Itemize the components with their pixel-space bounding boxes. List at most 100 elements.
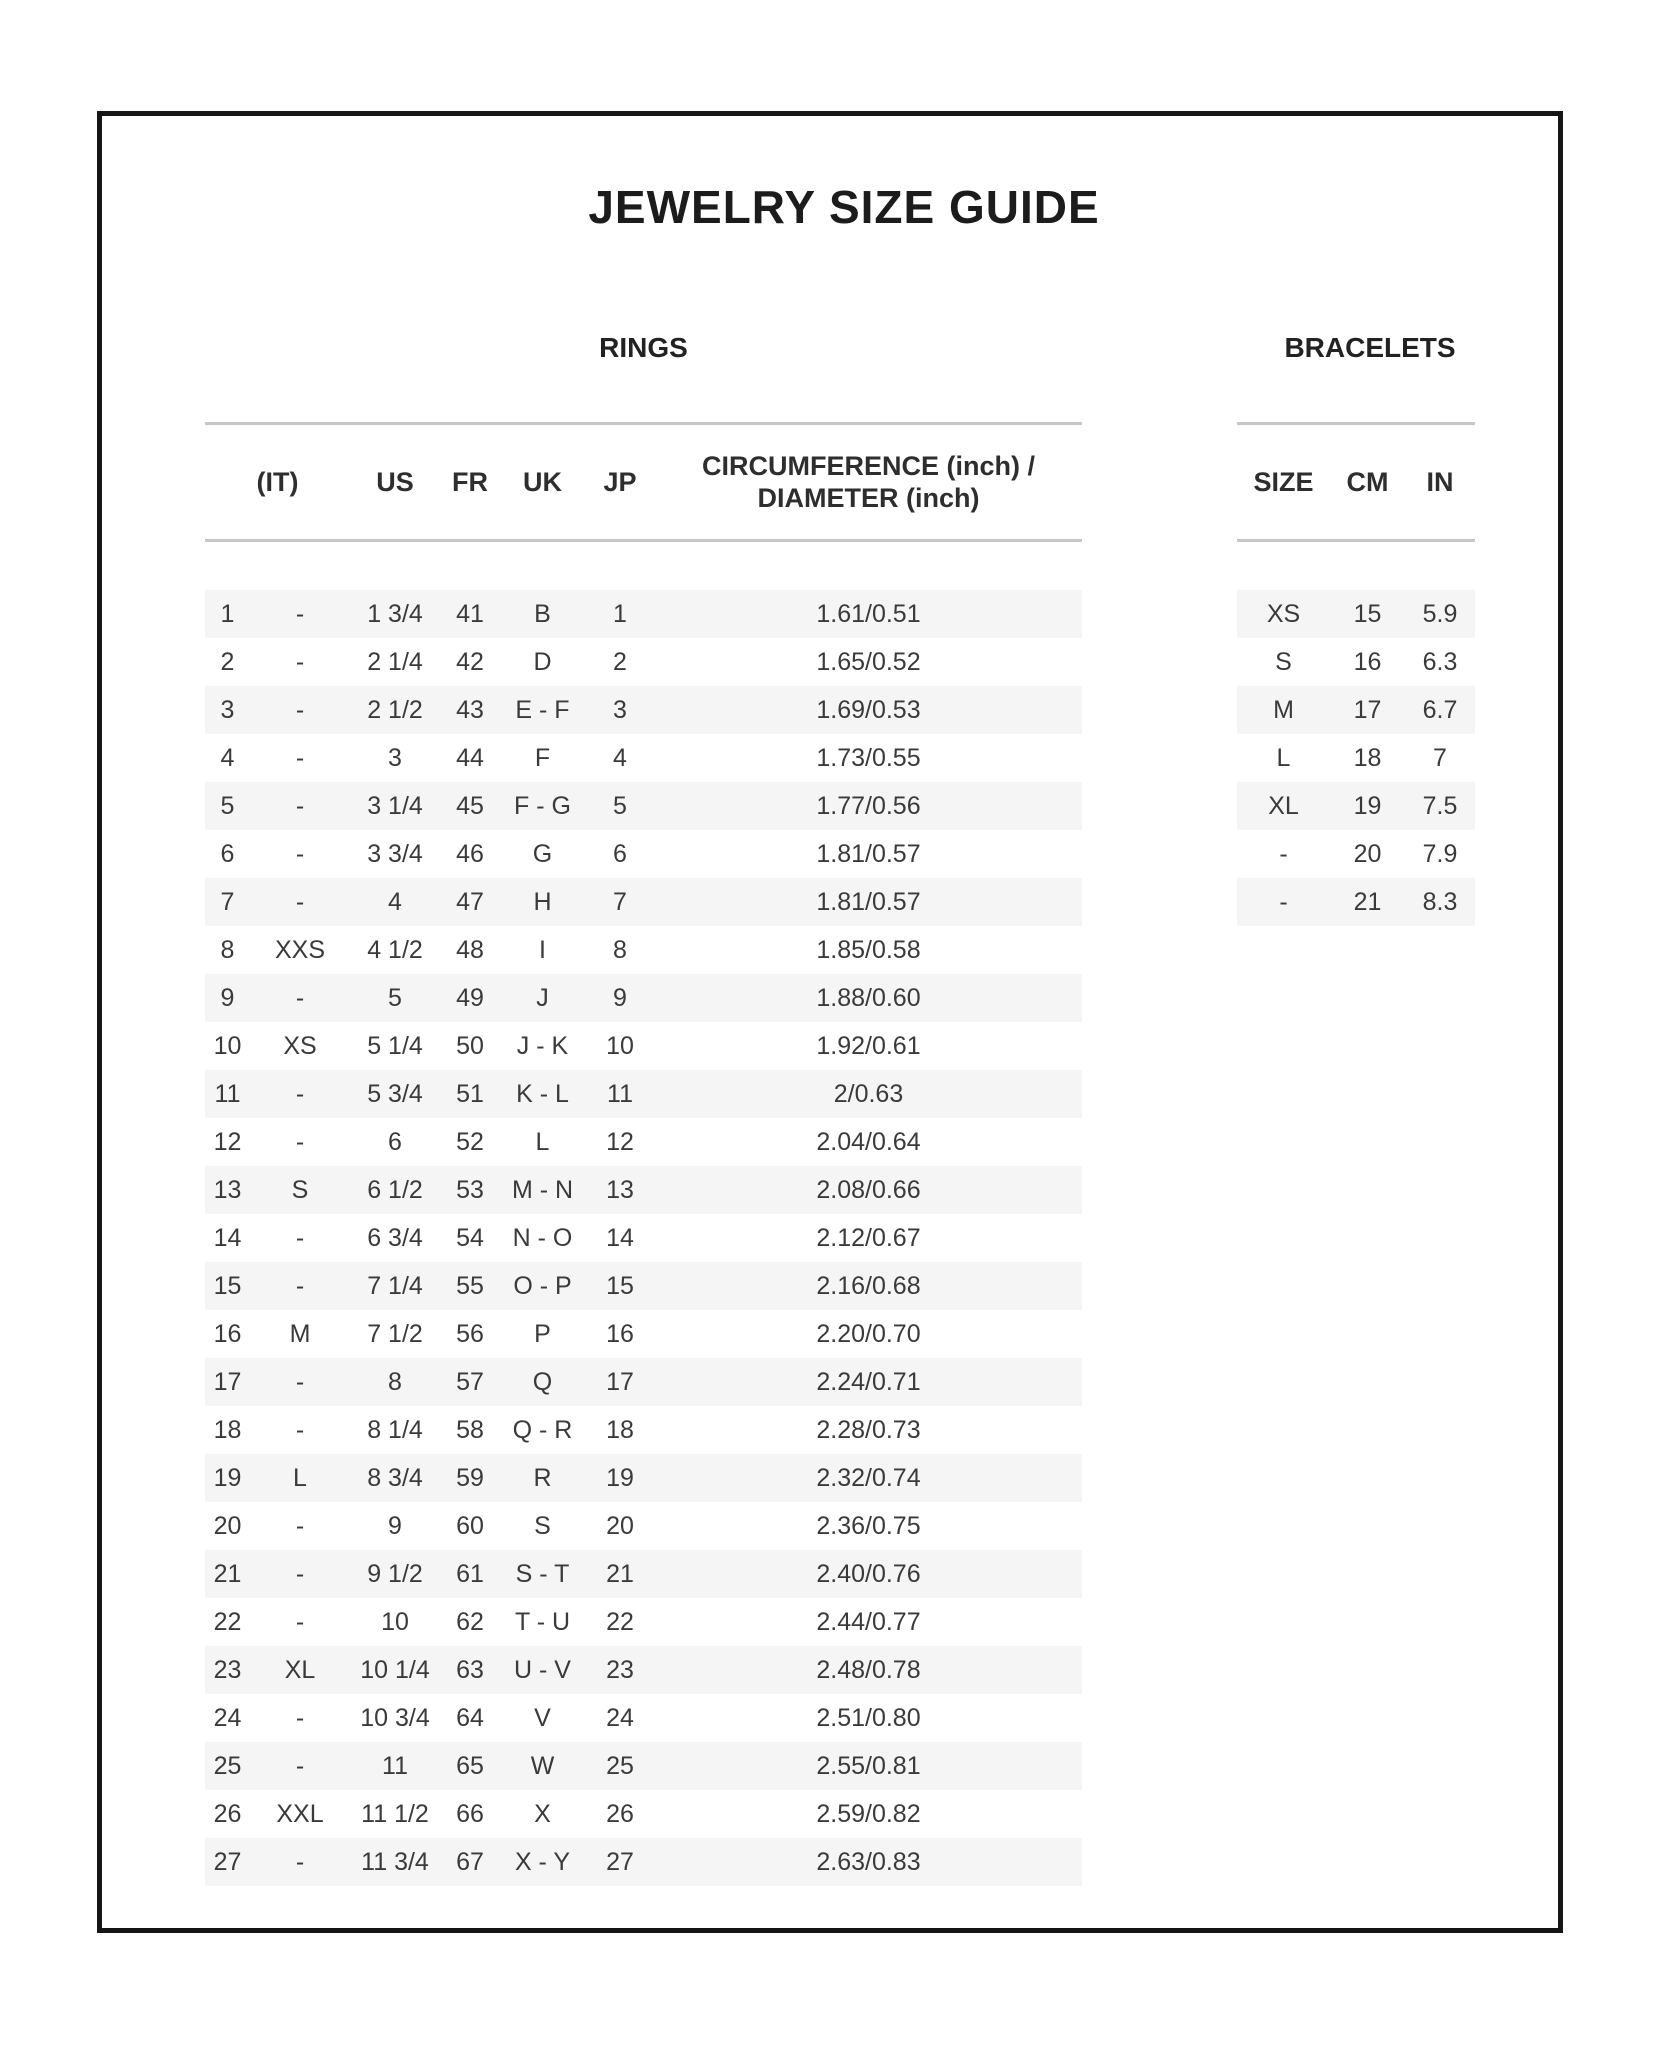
rings-header-fr: FR xyxy=(452,467,488,497)
rings-table-row: 6 - 3 3/4 46 G 6 1.81/0.57 xyxy=(205,830,1082,878)
rings-cell-fr: 51 xyxy=(456,1079,484,1108)
rings-cell-uk: U - V xyxy=(514,1655,571,1684)
rings-cell-uk: N - O xyxy=(512,1223,573,1252)
rings-cell-us: 5 3/4 xyxy=(367,1079,423,1108)
bracelets-cell-size: - xyxy=(1279,839,1288,868)
rings-cell-jp: 13 xyxy=(606,1175,634,1204)
rings-table-row: 15 - 7 1/4 55 O - P 15 2.16/0.68 xyxy=(205,1262,1082,1310)
rings-cell-it: 20 xyxy=(213,1511,242,1540)
rings-table-row: 27 - 11 3/4 67 X - Y 27 2.63/0.83 xyxy=(205,1838,1082,1886)
rings-cell-us: 7 1/4 xyxy=(367,1271,423,1300)
rings-cell-circumference: 2.63/0.83 xyxy=(816,1847,921,1876)
bracelets-cell-size: XL xyxy=(1268,791,1299,820)
rings-cell-us: 5 1/4 xyxy=(367,1031,423,1060)
rings-cell-intl-size: - xyxy=(295,1511,305,1540)
rings-cell-us: 4 xyxy=(388,887,402,916)
rings-header-circumference-line1: CIRCUMFERENCE (inch) / xyxy=(702,451,1035,481)
rings-cell-jp: 14 xyxy=(606,1223,634,1252)
rings-cell-intl-size: - xyxy=(295,1559,305,1588)
rings-cell-uk: Q - R xyxy=(512,1415,573,1444)
bracelets-header-in: IN xyxy=(1426,467,1454,497)
bracelets-cell-size: - xyxy=(1279,887,1288,916)
rings-cell-circumference: 2.40/0.76 xyxy=(816,1559,921,1588)
bracelets-cell-in: 5.9 xyxy=(1422,599,1458,628)
rings-cell-uk: J - K xyxy=(516,1031,569,1060)
rings-cell-jp: 4 xyxy=(613,743,627,772)
rings-cell-uk: I xyxy=(539,935,546,964)
rings-cell-jp: 7 xyxy=(613,887,627,916)
rings-cell-intl-size: - xyxy=(295,1751,305,1780)
rings-cell-jp: 8 xyxy=(613,935,627,964)
rings-cell-fr: 59 xyxy=(456,1463,484,1492)
rings-cell-circumference: 2.59/0.82 xyxy=(816,1799,921,1828)
rings-cell-intl-size: - xyxy=(295,1223,305,1252)
rings-cell-fr: 56 xyxy=(456,1319,484,1348)
rings-cell-it: 24 xyxy=(213,1703,242,1732)
rings-cell-us: 11 xyxy=(382,1751,408,1780)
rings-table-row: 17 - 8 57 Q 17 2.24/0.71 xyxy=(205,1358,1082,1406)
rings-cell-uk: J xyxy=(536,983,549,1012)
rings-cell-intl-size: - xyxy=(295,599,305,628)
bracelets-table-row: XS 15 5.9 xyxy=(1237,590,1475,638)
bracelets-table-body: XS 15 5.9 S 16 6.3 M 17 6.7 L 18 7 XL 19… xyxy=(1237,590,1475,926)
rings-cell-us: 8 1/4 xyxy=(367,1415,423,1444)
rings-table-row: 24 - 10 3/4 64 V 24 2.51/0.80 xyxy=(205,1694,1082,1742)
rings-cell-uk: V xyxy=(534,1703,551,1732)
rings-cell-jp: 5 xyxy=(613,791,627,820)
rings-cell-uk: P xyxy=(534,1319,551,1348)
rings-cell-it: 26 xyxy=(213,1799,242,1828)
rings-cell-circumference: 2.16/0.68 xyxy=(816,1271,921,1300)
rings-cell-it: 6 xyxy=(220,839,235,868)
rings-cell-intl-size: - xyxy=(295,1607,305,1636)
rings-cell-fr: 52 xyxy=(456,1127,484,1156)
rings-header-us: US xyxy=(376,467,414,497)
rings-cell-intl-size: - xyxy=(295,983,305,1012)
bracelets-table-header-row: SIZE CM IN xyxy=(1237,422,1475,542)
rings-header-circumference-line2: DIAMETER (inch) xyxy=(757,483,980,513)
rings-cell-fr: 50 xyxy=(456,1031,484,1060)
bracelets-cell-cm: 21 xyxy=(1353,887,1382,916)
rings-cell-jp: 2 xyxy=(613,647,627,676)
rings-cell-circumference: 2.12/0.67 xyxy=(816,1223,921,1252)
rings-cell-it: 19 xyxy=(213,1463,242,1492)
rings-cell-intl-size: - xyxy=(295,1127,305,1156)
rings-cell-jp: 6 xyxy=(613,839,627,868)
bracelets-cell-cm: 17 xyxy=(1353,695,1382,724)
rings-cell-us: 6 xyxy=(388,1127,402,1156)
rings-cell-fr: 54 xyxy=(456,1223,484,1252)
rings-cell-fr: 53 xyxy=(456,1175,484,1204)
rings-cell-jp: 22 xyxy=(606,1607,634,1636)
rings-cell-us: 11 1/2 xyxy=(361,1799,429,1828)
bracelets-cell-cm: 15 xyxy=(1353,599,1382,628)
rings-cell-jp: 9 xyxy=(613,983,627,1012)
rings-header-it: (IT) xyxy=(256,467,299,497)
rings-cell-uk: X xyxy=(534,1799,551,1828)
bracelets-cell-cm: 19 xyxy=(1353,791,1382,820)
rings-cell-it: 18 xyxy=(213,1415,242,1444)
rings-table-row: 19 L 8 3/4 59 R 19 2.32/0.74 xyxy=(205,1454,1082,1502)
rings-cell-jp: 24 xyxy=(606,1703,634,1732)
bracelets-header-cm: CM xyxy=(1346,467,1389,497)
rings-cell-intl-size: - xyxy=(295,1847,305,1876)
rings-cell-it: 1 xyxy=(220,599,235,628)
rings-cell-fr: 58 xyxy=(456,1415,484,1444)
bracelets-cell-in: 7.9 xyxy=(1422,839,1458,868)
rings-cell-it: 11 xyxy=(214,1079,241,1108)
bracelets-cell-cm: 20 xyxy=(1353,839,1382,868)
rings-table-row: 4 - 3 44 F 4 1.73/0.55 xyxy=(205,734,1082,782)
rings-cell-intl-size: S xyxy=(291,1175,309,1204)
page-title: JEWELRY SIZE GUIDE xyxy=(588,181,1100,233)
rings-cell-circumference: 2.28/0.73 xyxy=(816,1415,921,1444)
rings-cell-circumference: 1.92/0.61 xyxy=(816,1031,921,1060)
rings-cell-jp: 1 xyxy=(613,599,627,628)
rings-cell-us: 3 1/4 xyxy=(367,791,423,820)
rings-cell-us: 3 3/4 xyxy=(367,839,423,868)
rings-cell-us: 6 3/4 xyxy=(367,1223,423,1252)
bracelets-table-row: XL 19 7.5 xyxy=(1237,782,1475,830)
rings-cell-circumference: 1.61/0.51 xyxy=(816,599,921,628)
rings-cell-uk: S xyxy=(534,1511,551,1540)
rings-table-row: 22 - 10 62 T - U 22 2.44/0.77 xyxy=(205,1598,1082,1646)
bracelets-table: SIZE CM IN XS 15 5.9 S 16 6.3 M 17 6.7 L… xyxy=(1237,422,1475,926)
rings-cell-intl-size: - xyxy=(295,743,305,772)
rings-cell-intl-size: - xyxy=(295,1367,305,1396)
